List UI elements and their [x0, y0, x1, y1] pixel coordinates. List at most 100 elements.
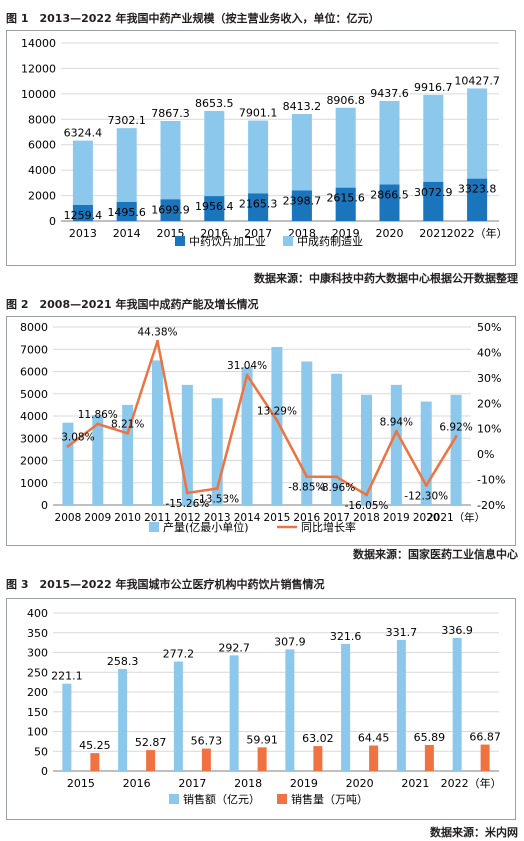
- y-tick-label: 4000: [20, 410, 48, 423]
- figure-1: 图 1 2013—2022 年我国中药产业规模（按主营业务收入，单位：亿元） 0…: [0, 0, 524, 286]
- y2-tick-label: 20%: [477, 397, 501, 410]
- bar-sales-value: [452, 637, 462, 771]
- y-tick-label: 6000: [28, 139, 56, 152]
- y-tick-label: 0: [41, 765, 48, 778]
- data-label: 8906.8: [326, 94, 365, 107]
- bar-sales-value: [62, 683, 72, 771]
- x-tick-label: 2019: [383, 512, 410, 524]
- y-tick-label: 0: [49, 215, 56, 228]
- bar-yinpian: [423, 181, 444, 221]
- bar-chengyao: [116, 128, 137, 221]
- data-label: 1956.4: [195, 200, 234, 213]
- x-tick-label: 2019: [332, 227, 360, 240]
- data-label: 9437.6: [370, 87, 409, 100]
- growth-rate-point: [305, 475, 309, 479]
- data-label: -15.26%: [165, 498, 209, 510]
- bar-sales-volume: [257, 747, 267, 771]
- data-label: 277.2: [163, 648, 195, 661]
- y-tick-label: 150: [27, 706, 48, 719]
- figure-1-frame: 0 2000 4000 6000 8000 10000 12000 14000 6324.4 12…: [6, 30, 516, 266]
- bar-yinpian: [467, 178, 488, 221]
- figure-2: 图 2 2008—2021 年我国中成药产能及增长情况 0 1000 2000 300…: [0, 286, 524, 576]
- x-tick-label: 2021: [419, 227, 447, 240]
- y-tick-label: 50: [34, 745, 48, 758]
- x-tick-label: 2013: [204, 512, 231, 524]
- data-label: 2866.5: [370, 189, 409, 202]
- data-label: 64.45: [358, 732, 390, 745]
- y-tick-label: 400: [27, 607, 48, 620]
- bar-yinpian: [335, 187, 356, 221]
- growth-rate-line: [67, 340, 458, 497]
- figure-1-title: 图 1 2013—2022 年我国中药产业规模（按主营业务收入，单位：亿元）: [6, 12, 380, 25]
- data-label: 6.92%: [439, 422, 472, 434]
- growth-rate-point: [335, 475, 339, 479]
- y2-tick-label: -20%: [477, 499, 505, 512]
- y-tick-label: 7000: [20, 343, 48, 356]
- x-tick-label: 2018: [234, 777, 262, 790]
- chart-2-svg: 0 1000 2000 3000 4000 5000 6000 7000 8000 -20% -10…: [20, 321, 505, 534]
- y2-tick-label: 40%: [477, 346, 501, 359]
- bar-yinpian: [160, 199, 181, 221]
- growth-rate-point: [96, 422, 100, 426]
- bar-sales-volume: [201, 748, 211, 771]
- x-tick-label: 2017: [178, 777, 206, 790]
- legend-label: 销售额（亿元）: [183, 792, 260, 806]
- bar-sales-value: [285, 649, 295, 771]
- growth-rate-point: [126, 431, 130, 435]
- data-label: -13.53%: [195, 494, 239, 506]
- data-label: -8.96%: [318, 482, 355, 494]
- bar-output: [211, 398, 223, 505]
- chart-1-svg: 0 2000 4000 6000 8000 10000 12000 14000 6324.4 12…: [21, 37, 508, 248]
- chart-3-svg: 0 50 100 150 200 250 300 350 400 221.1 45.25 2015 25…: [27, 607, 502, 806]
- data-label: 1259.4: [64, 209, 103, 222]
- data-label: 13.29%: [257, 405, 297, 417]
- x-tick-label: 2019: [290, 777, 318, 790]
- y-tick-label: 2000: [28, 190, 56, 203]
- x-tick-label: 2022（年）: [441, 776, 502, 790]
- data-label: 307.9: [274, 635, 306, 648]
- y-tick-label: 14000: [21, 37, 56, 50]
- y-tick-label: 8000: [20, 321, 48, 334]
- data-label: 66.87: [469, 731, 501, 744]
- data-label: 292.7: [218, 641, 250, 654]
- x-tick-label: 2010: [114, 512, 141, 524]
- bar-output: [331, 373, 343, 505]
- bar-output: [92, 414, 104, 505]
- y-tick-label: 1000: [20, 477, 48, 490]
- bar-output: [152, 360, 163, 505]
- growth-rate-point: [394, 429, 398, 433]
- bar-output: [420, 401, 432, 505]
- data-label: 8.94%: [380, 416, 413, 428]
- data-label: 56.73: [191, 735, 223, 748]
- y2-tick-label: 10%: [477, 423, 501, 436]
- data-label: 1495.6: [107, 206, 146, 219]
- data-label: 2165.3: [239, 197, 278, 210]
- bar-sales-volume: [480, 744, 490, 771]
- data-label: -12.30%: [404, 490, 448, 502]
- growth-rate-point: [156, 339, 159, 343]
- bar-yinpian: [204, 196, 225, 221]
- bar-yinpian: [116, 201, 137, 221]
- y-tick-label: 8000: [28, 113, 56, 126]
- bar-sales-value: [229, 655, 239, 771]
- y2-tick-label: 0%: [477, 448, 494, 461]
- data-label: 321.6: [330, 630, 362, 643]
- figure-3-title: 图 3 2015—2022 年我国城市公立医疗机构中药饮片销售情况: [6, 578, 325, 591]
- data-label: 65.89: [414, 731, 446, 744]
- growth-rate-point: [215, 487, 219, 491]
- x-tick-label: 2021: [401, 777, 429, 790]
- data-label: 9916.7: [414, 81, 453, 94]
- data-label: 221.1: [51, 670, 83, 683]
- y-tick-label: 4000: [28, 164, 56, 177]
- data-label: 6324.4: [64, 127, 103, 140]
- bar-output: [450, 394, 462, 505]
- data-label: 331.7: [386, 626, 418, 639]
- bar-sales-value: [118, 668, 128, 771]
- bar-output: [181, 384, 193, 505]
- x-tick-label: 2017: [244, 227, 272, 240]
- growth-rate-point: [424, 483, 428, 487]
- data-label: 44.38%: [137, 326, 177, 338]
- data-label: 63.02: [302, 732, 334, 745]
- bar-yinpian: [291, 190, 312, 221]
- legend-swatch: [169, 794, 179, 804]
